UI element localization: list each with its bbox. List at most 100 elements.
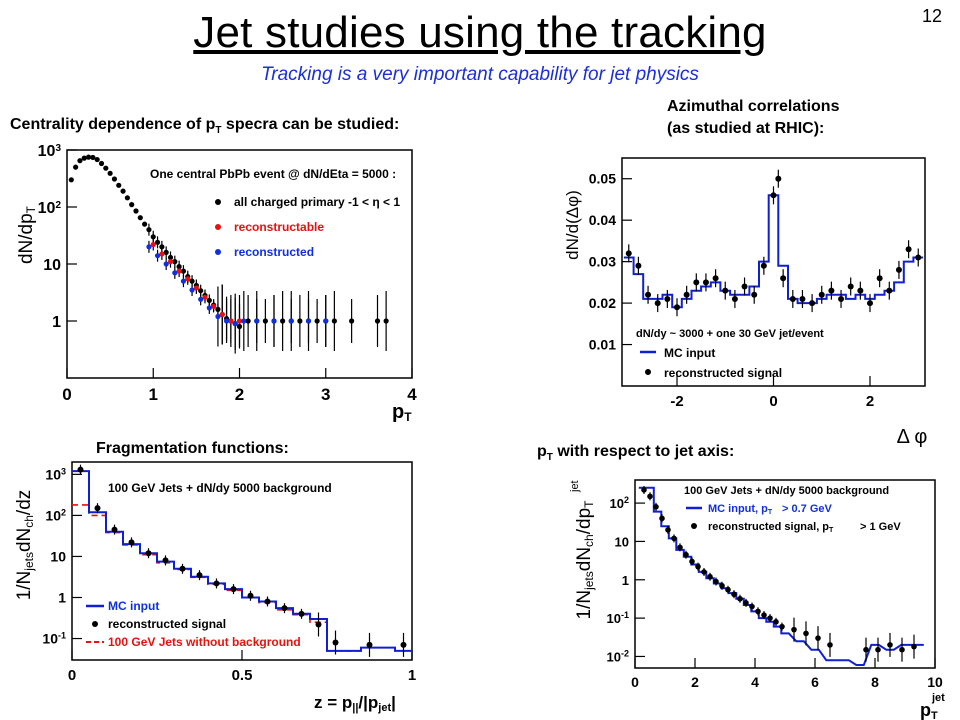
x-tick-label: 6 — [811, 674, 819, 690]
data-point — [671, 535, 677, 542]
y-tick-label: 103 — [45, 466, 66, 482]
data-point — [73, 164, 79, 170]
y-tick-label: 10-1 — [607, 610, 629, 626]
legend-header: 100 GeV Jets + dN/dy 5000 background — [684, 485, 889, 497]
data-point — [228, 318, 234, 324]
data-point — [789, 295, 796, 302]
y-tick-label: 103 — [38, 143, 62, 161]
data-point — [193, 285, 199, 291]
data-point — [163, 261, 169, 267]
data-point — [886, 287, 893, 294]
legend-label: reconstructable — [234, 220, 324, 234]
data-point — [911, 643, 917, 650]
plot-frame — [71, 461, 413, 661]
data-point — [232, 321, 238, 327]
data-point — [683, 551, 689, 558]
data-point — [659, 515, 665, 522]
data-point — [767, 615, 773, 621]
data-point — [731, 295, 738, 302]
data-point — [641, 487, 647, 493]
legend-label: MC input — [664, 346, 715, 360]
y-tick-label: 0.05 — [589, 171, 616, 187]
x-tick-label: 10 — [927, 674, 943, 690]
x-tick-label: 2 — [866, 393, 874, 410]
data-point — [98, 160, 105, 167]
x-axis-label-part: p — [920, 700, 931, 720]
caption-fragmentation: Fragmentation functions: — [96, 440, 289, 457]
data-point — [236, 318, 243, 324]
y-tick-exponent: -1 — [621, 610, 629, 620]
data-point — [905, 246, 912, 253]
data-point — [689, 558, 695, 565]
y-axis-label-part: /dp — [574, 508, 595, 534]
x-axis-label-part: T — [931, 710, 938, 720]
legend-label: reconstructed signal — [664, 366, 782, 380]
x-tick-label: 8 — [871, 674, 879, 690]
caption-jet-axis: pT with respect to jet axis: — [537, 443, 735, 464]
data-point — [665, 527, 671, 533]
y-tick-label: 0.03 — [589, 254, 616, 270]
data-point — [211, 303, 217, 310]
data-point — [654, 300, 661, 307]
legend-label: MC input, pT — [708, 503, 773, 516]
y-axis-label-part: 1/N — [574, 590, 595, 620]
data-point — [111, 526, 118, 533]
legend-label: 100 GeV Jets without background — [108, 635, 301, 649]
legend-marker — [215, 224, 221, 230]
data-point — [815, 635, 821, 641]
x-tick-label: 3 — [321, 385, 330, 404]
x-axis-label-part: | — [391, 693, 396, 712]
y-tick-label: 0.04 — [589, 212, 616, 228]
data-point — [120, 188, 126, 194]
y-tick-label: 102 — [45, 507, 66, 523]
data-point — [245, 318, 251, 324]
data-point — [163, 249, 169, 255]
data-point — [111, 176, 118, 182]
y-tick-exponent: 3 — [61, 466, 66, 476]
data-point — [713, 578, 719, 585]
y-tick-exponent: -1 — [58, 631, 66, 641]
y-axis-label-part: ch — [22, 515, 36, 528]
data-point — [775, 175, 782, 182]
y-tick-label: 102 — [38, 200, 62, 218]
chart-jet-axis: 0 2 4 6 8 1010210110-110-21/NjetsdNch/dpTjetp… — [569, 479, 945, 720]
data-point — [773, 619, 779, 625]
y-axis-label-part: 1/N — [14, 571, 35, 601]
data-point — [331, 318, 337, 324]
legend-label: reconstructed signal — [108, 617, 226, 631]
data-point — [77, 158, 83, 164]
y-tick-label: 10 — [615, 534, 629, 549]
y-axis-label: 1/NjetsdNch/dz — [14, 490, 36, 601]
data-point — [206, 297, 212, 303]
data-point — [172, 270, 178, 276]
data-point — [103, 165, 109, 171]
data-point — [383, 318, 389, 324]
x-axis-label-part: p — [392, 401, 404, 423]
data-point — [761, 612, 767, 618]
data-point — [142, 221, 148, 227]
y-tick-label: 10-2 — [607, 648, 629, 664]
legend-label: reconstructed — [234, 245, 314, 259]
x-tick-label: 4 — [751, 674, 759, 690]
legend-header: One central PbPb event @ dN/dEta = 5000 … — [150, 167, 396, 181]
data-point — [349, 318, 355, 324]
data-point — [683, 291, 690, 298]
y-axis-label-part: ch — [582, 534, 596, 547]
y-axis-label-part: jets — [22, 552, 36, 572]
data-point — [653, 504, 659, 510]
y-axis-label-part: T — [582, 500, 596, 508]
data-point — [725, 586, 731, 593]
data-point — [172, 259, 178, 265]
data-point — [635, 262, 642, 269]
data-point — [400, 641, 407, 648]
y-tick-exponent: 2 — [624, 495, 629, 505]
x-tick-label: 0 — [62, 385, 71, 404]
y-tick-exponent: 3 — [55, 143, 61, 154]
slide-subtitle: Tracking is a very important capability … — [261, 64, 699, 85]
legend-marker — [215, 199, 221, 205]
data-point — [189, 278, 195, 284]
data-point — [219, 311, 225, 318]
data-point — [262, 318, 268, 324]
data-point — [94, 505, 101, 512]
